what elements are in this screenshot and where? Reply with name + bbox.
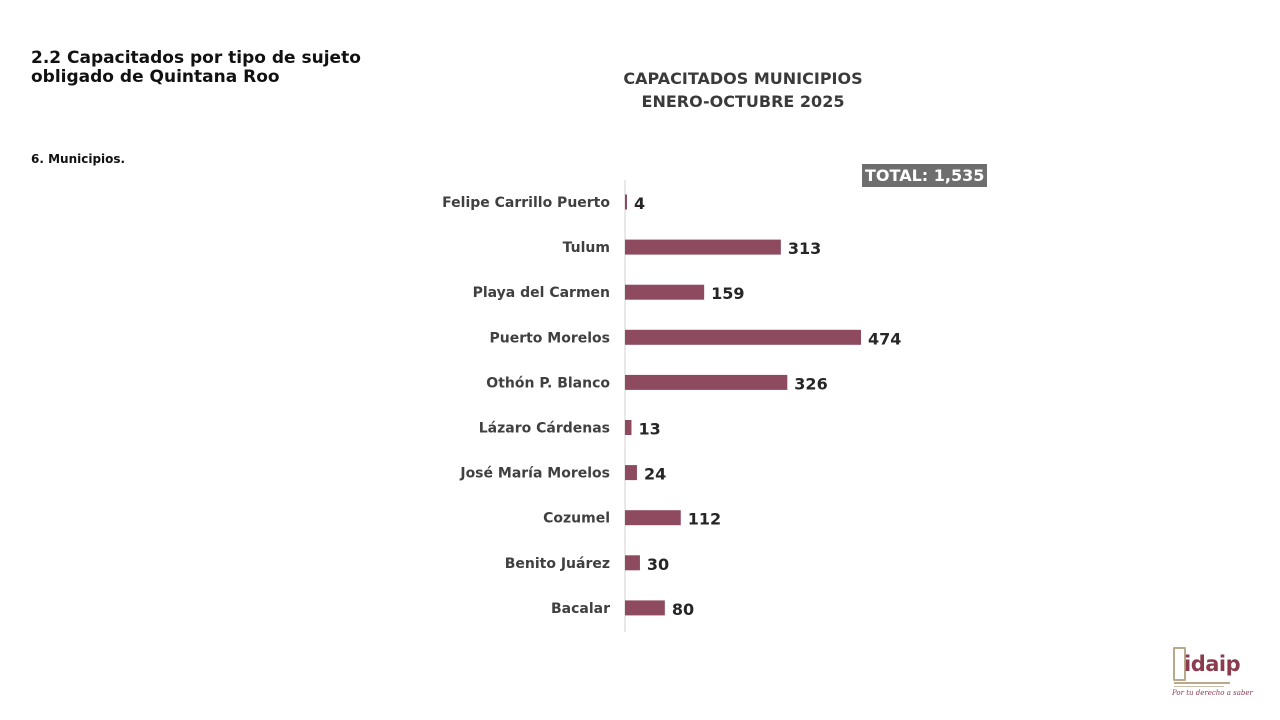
bar bbox=[625, 420, 632, 435]
idaip-logo-icon: idaip Por tu derecho a saber bbox=[1170, 644, 1253, 702]
bar bbox=[625, 329, 861, 345]
category-label: Bacalar bbox=[551, 601, 610, 617]
bar bbox=[625, 239, 781, 255]
chart-title-line-2: ENERO-OCTUBRE 2025 bbox=[641, 92, 845, 111]
category-label: José María Morelos bbox=[459, 466, 610, 482]
chart-title: CAPACITADOS MUNICIPIOS ENERO-OCTUBRE 202… bbox=[543, 67, 943, 113]
data-label: 313 bbox=[788, 239, 821, 258]
data-label: 80 bbox=[672, 600, 694, 619]
category-label: Othón P. Blanco bbox=[486, 375, 610, 391]
data-label: 13 bbox=[638, 420, 660, 439]
logo-text: idaip bbox=[1184, 652, 1241, 676]
data-label: 24 bbox=[644, 465, 666, 484]
bar bbox=[625, 284, 705, 300]
bar bbox=[625, 374, 788, 390]
logo-divider bbox=[1174, 682, 1230, 684]
data-label: 112 bbox=[688, 510, 721, 529]
category-label: Cozumel bbox=[543, 511, 610, 527]
category-label: Benito Juárez bbox=[505, 556, 610, 572]
total-badge: TOTAL: 1,535 bbox=[862, 164, 988, 187]
data-label: 474 bbox=[868, 329, 901, 348]
category-label: Puerto Morelos bbox=[489, 330, 610, 346]
bar bbox=[625, 600, 665, 616]
category-label: Playa del Carmen bbox=[473, 285, 610, 301]
page-heading: 2.2 Capacitados por tipo de sujeto oblig… bbox=[31, 48, 361, 87]
section-subheading: 6. Municipios. bbox=[31, 152, 126, 166]
bar bbox=[625, 465, 637, 481]
bar bbox=[625, 510, 681, 526]
category-label: Tulum bbox=[563, 240, 610, 256]
data-label: 30 bbox=[647, 555, 669, 574]
category-label: Lázaro Cárdenas bbox=[479, 421, 610, 437]
data-label: 159 bbox=[711, 284, 744, 303]
bar bbox=[625, 555, 640, 571]
logo-divider-thin bbox=[1174, 686, 1224, 687]
data-label: 326 bbox=[794, 374, 827, 393]
chart-title-line-1: CAPACITADOS MUNICIPIOS bbox=[623, 69, 863, 88]
data-label: 4 bbox=[634, 194, 645, 213]
bar bbox=[625, 194, 627, 210]
logo-slogan: Por tu derecho a saber bbox=[1172, 689, 1253, 697]
category-label: Felipe Carrillo Puerto bbox=[442, 195, 610, 211]
logo-frame-icon bbox=[1173, 647, 1186, 681]
